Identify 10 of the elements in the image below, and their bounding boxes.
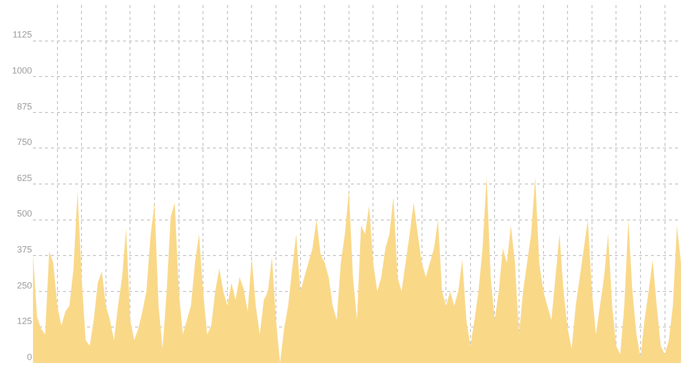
y-tick-label: 125 bbox=[16, 316, 32, 326]
y-tick-label: 1125 bbox=[12, 30, 32, 40]
y-tick-label: 875 bbox=[16, 101, 32, 112]
y-tick-label: 750 bbox=[16, 137, 32, 148]
y-tick-label: 250 bbox=[16, 280, 32, 290]
y-tick-label: 1000 bbox=[12, 65, 32, 76]
y-tick-label: 375 bbox=[16, 244, 32, 254]
y-tick-label: 500 bbox=[16, 208, 32, 219]
y-tick-label: 625 bbox=[16, 172, 32, 183]
y-tick-label: 0 bbox=[26, 352, 32, 362]
